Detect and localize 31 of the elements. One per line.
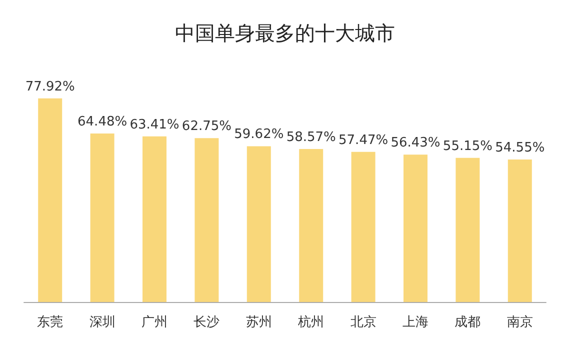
data-label: 59.62%: [234, 127, 284, 142]
bar: [142, 136, 166, 302]
x-tick-label: 东莞: [37, 315, 64, 330]
bar: [299, 148, 324, 302]
data-label: 58.57%: [286, 130, 336, 145]
x-tick-label: 深圳: [89, 315, 116, 330]
bar: [456, 158, 480, 302]
x-tick-label: 南京: [506, 315, 533, 330]
data-label: 77.92%: [25, 79, 75, 94]
x-tick-label: 苏州: [246, 315, 272, 330]
x-tick-label: 上海: [402, 315, 428, 330]
x-tick-label: 长沙: [194, 315, 220, 330]
data-label: 54.55%: [495, 140, 545, 156]
chart-title: 中国单身最多的十大城市: [175, 21, 395, 45]
x-tick-label: 成都: [454, 315, 481, 330]
bar: [508, 159, 532, 302]
data-label: 64.48%: [78, 114, 128, 130]
bar: [38, 98, 62, 302]
data-label: 62.75%: [182, 119, 232, 134]
data-label: 56.43%: [390, 136, 440, 151]
bar: [246, 146, 271, 302]
data-label: 57.47%: [338, 132, 388, 148]
x-tick-label: 北京: [350, 315, 376, 330]
bar: [90, 134, 114, 302]
data-label: 63.41%: [130, 117, 180, 132]
bar: [351, 152, 376, 302]
x-tick-label: 广州: [142, 315, 168, 330]
data-label: 55.15%: [442, 138, 492, 154]
bar: [194, 138, 219, 302]
x-tick-label: 杭州: [297, 315, 324, 330]
bar: [404, 154, 428, 302]
